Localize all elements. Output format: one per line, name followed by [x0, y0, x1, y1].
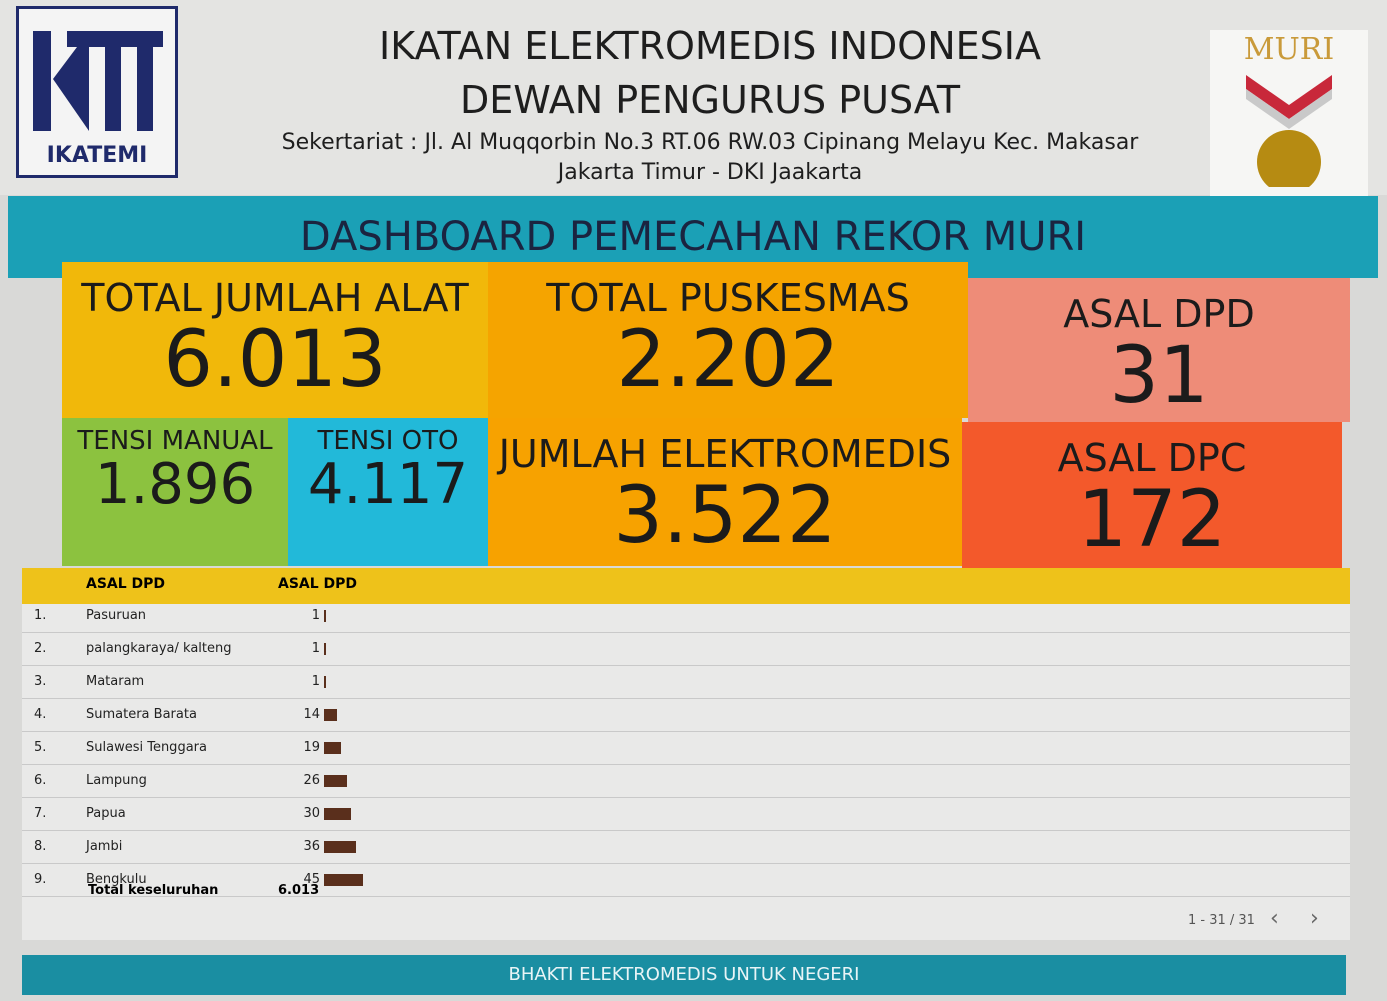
pagination-info: 1 - 31 / 31 — [1188, 913, 1255, 928]
kpi-value: 6.013 — [163, 315, 387, 405]
table-row: 3. Mataram 1 — [22, 666, 1350, 699]
row-index: 7. — [34, 806, 47, 821]
row-value: 26 — [303, 773, 320, 788]
row-bar — [324, 808, 351, 820]
row-name: Pasuruan — [86, 608, 147, 623]
kpi-value: 2.202 — [616, 315, 840, 405]
row-value: 1 — [311, 608, 320, 623]
table-row: 1. Pasuruan 1 — [22, 600, 1350, 633]
kpi-value: 172 — [1077, 475, 1227, 565]
kpi-tile: TENSI MANUAL 1.896 — [62, 418, 288, 566]
table-row: 8. Jambi 36 — [22, 831, 1350, 864]
table-row: 2. palangkaraya/ kalteng 1 — [22, 633, 1350, 666]
row-index: 4. — [34, 707, 47, 722]
next-page[interactable]: › — [1310, 906, 1319, 931]
badge-text: MURI — [1243, 32, 1335, 67]
row-bar — [324, 874, 364, 886]
row-index: 5. — [34, 740, 47, 755]
kpi-tile: JUMLAH ELEKTROMEDIS 3.522 — [488, 418, 962, 566]
muri-badge: MURI — [1210, 30, 1368, 196]
kpi-label: TOTAL JUMLAH ALAT — [81, 276, 469, 320]
header — [0, 0, 1387, 195]
row-bar — [324, 643, 326, 655]
row-name: palangkaraya/ kalteng — [86, 641, 232, 656]
column-header: ASAL DPD — [86, 576, 166, 592]
row-name: Lampung — [86, 773, 147, 788]
kpi-label: TENSI OTO — [317, 426, 459, 456]
row-index: 8. — [34, 839, 47, 854]
row-index: 9. — [34, 872, 47, 887]
prev-page[interactable]: ‹ — [1270, 906, 1279, 931]
row-value: 45 — [303, 872, 320, 887]
footer: BHAKTI ELEKTROMEDIS UNTUK NEGERI — [22, 955, 1346, 995]
footer-text: BHAKTI ELEKTROMEDIS UNTUK NEGERI — [508, 964, 860, 985]
badge-medal — [1246, 75, 1332, 194]
column-header: ASAL DPD — [278, 576, 358, 592]
logo: IKATEMI — [16, 6, 178, 178]
row-name: Mataram — [86, 674, 145, 689]
row-bar — [324, 775, 348, 787]
row-bar — [324, 676, 326, 688]
kpi-label: TENSI MANUAL — [77, 426, 273, 456]
row-value: 1 — [311, 674, 320, 689]
row-index: 6. — [34, 773, 47, 788]
org-subtitle: DEWAN PENGURUS PUSAT — [459, 78, 961, 122]
total-label: Total keseluruhan — [88, 883, 219, 898]
kpi-tile: TOTAL JUMLAH ALAT 6.013 — [62, 262, 488, 418]
row-bar — [324, 742, 342, 754]
row-index: 2. — [34, 641, 47, 656]
row-name: Jambi — [86, 839, 123, 854]
table-row: 9. Bengkulu 45 — [22, 864, 1350, 897]
row-value: 1 — [311, 641, 320, 656]
kpi-label: TOTAL PUSKESMAS — [546, 276, 910, 320]
row-name: Papua — [86, 806, 126, 821]
row-bar — [324, 709, 337, 721]
table-row: 5. Sulawesi Tenggara 19 — [22, 732, 1350, 765]
kpi-value: 4.117 — [307, 452, 469, 517]
kpi-tile: TENSI OTO 4.117 — [288, 418, 488, 566]
table-row: 6. Lampung 26 — [22, 765, 1350, 798]
row-index: 1. — [34, 608, 47, 623]
logo-text: IKATEMI — [46, 143, 148, 168]
kpi-label: ASAL DPC — [1057, 436, 1247, 480]
row-name: Bengkulu — [86, 872, 147, 887]
table-row: 4. Sumatera Barata 14 — [22, 699, 1350, 732]
kpi-tile: ASAL DPC 172 — [962, 422, 1342, 568]
kpi-value: 31 — [1109, 331, 1209, 421]
total-value: 6.013 — [278, 883, 320, 898]
row-value: 30 — [303, 806, 320, 821]
kpi-value: 3.522 — [613, 471, 837, 561]
kpi-label: ASAL DPD — [1063, 292, 1255, 336]
table-row: 7. Papua 30 — [22, 798, 1350, 831]
row-index: 3. — [34, 674, 47, 689]
row-value: 19 — [303, 740, 320, 755]
banner-title: DASHBOARD PEMECAHAN REKOR MURI — [299, 214, 1087, 260]
row-bar — [324, 610, 326, 622]
row-value: 36 — [303, 839, 320, 854]
row-name: Sulawesi Tenggara — [86, 740, 207, 755]
address: Sekertariat : Jl. Al Muqqorbin No.3 RT.0… — [281, 130, 1139, 155]
logo-mark — [33, 31, 163, 131]
org-name: IKATAN ELEKTROMEDIS INDONESIA — [379, 24, 1041, 68]
table-header: ASAL DPD ASAL DPD — [22, 568, 1350, 604]
kpi-label: JUMLAH ELEKTROMEDIS — [498, 432, 952, 476]
kpi-tile: TOTAL PUSKESMAS 2.202 — [488, 262, 968, 418]
address: Jakarta Timur - DKI Jaakarta — [557, 160, 863, 185]
row-name: Sumatera Barata — [86, 707, 197, 722]
row-value: 14 — [303, 707, 320, 722]
table: ASAL DPD ASAL DPD — [22, 568, 1350, 940]
kpi-tile: ASAL DPD 31 — [968, 278, 1350, 422]
kpi-value: 1.896 — [94, 452, 256, 517]
row-bar — [324, 841, 356, 853]
